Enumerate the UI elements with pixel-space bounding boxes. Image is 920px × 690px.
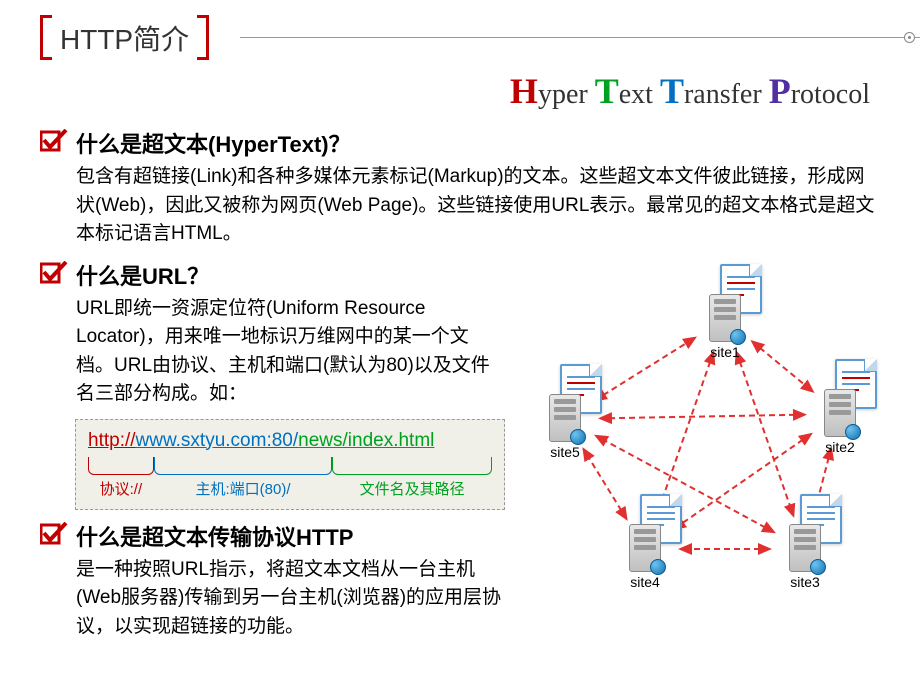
url-label-path: 文件名及其路径 — [332, 457, 492, 499]
checkbox-icon — [40, 261, 68, 285]
globe-icon — [730, 329, 746, 345]
site-node: site5 — [530, 394, 600, 460]
globe-icon — [650, 559, 666, 575]
site-label: site3 — [770, 574, 840, 590]
server-icon — [549, 394, 581, 442]
bracket-left — [40, 15, 52, 60]
globe-icon — [845, 424, 861, 440]
section-url: 什么是URL？ URL即统一资源定位符(Uniform Resource Loc… — [40, 259, 505, 409]
http-acronym: Hyper Text Transfer Protocol — [40, 70, 870, 112]
section-http: 什么是超文本传输协议HTTP 是一种按照URL指示，将超文本文档从一台主机(We… — [40, 520, 505, 642]
bracket-right — [197, 15, 209, 60]
acronym-t1: T — [595, 71, 619, 111]
acronym-p: P — [769, 71, 791, 111]
site-node: site4 — [610, 524, 680, 590]
section-text: 是一种按照URL指示，将超文本文档从一台主机(Web服务器)传输到另一台主机(浏… — [76, 556, 505, 642]
network-diagram: site1 site2 site3 site4 site5 — [515, 259, 880, 589]
section-text: 包含有超链接(Link)和各种多媒体元素标记(Markup)的文本。这些超文本文… — [76, 163, 880, 249]
site-node: site1 — [690, 294, 760, 360]
checkbox-icon — [40, 522, 68, 546]
server-icon — [824, 389, 856, 437]
globe-icon — [810, 559, 826, 575]
url-path: news/index.html — [298, 430, 434, 451]
section-text: URL即统一资源定位符(Uniform Resource Locator)，用来… — [76, 295, 505, 409]
acronym-h: H — [510, 71, 538, 111]
site-label: site2 — [805, 439, 875, 455]
site-label: site1 — [690, 344, 760, 360]
site-node: site3 — [770, 524, 840, 590]
site-node: site2 — [805, 389, 875, 455]
url-label-host: 主机:端口(80)/ — [154, 457, 333, 499]
section-title: 什么是超文本传输协议HTTP — [76, 520, 505, 552]
title-bar: HTTP简介 — [40, 15, 880, 65]
site-label: site4 — [610, 574, 680, 590]
checkbox-icon — [40, 129, 68, 153]
section-hypertext: 什么是超文本(HyperText)？ 包含有超链接(Link)和各种多媒体元素标… — [40, 127, 880, 249]
server-icon — [629, 524, 661, 572]
url-example-box: http://www.sxtyu.com:80/news/index.html … — [75, 419, 505, 510]
server-icon — [789, 524, 821, 572]
section-title: 什么是超文本(HyperText)？ — [76, 127, 880, 159]
globe-icon — [570, 429, 586, 445]
url-label-protocol: 协议:// — [88, 457, 154, 499]
site-label: site5 — [530, 444, 600, 460]
acronym-t2: T — [660, 71, 684, 111]
url-protocol: http:// — [88, 430, 136, 451]
title-dot — [904, 32, 915, 43]
url-example: http://www.sxtyu.com:80/news/index.html — [88, 430, 492, 452]
server-icon — [709, 294, 741, 342]
section-title: 什么是URL？ — [76, 259, 505, 291]
title-rule — [240, 37, 920, 38]
page-title: HTTP简介 — [52, 18, 197, 58]
url-host: www.sxtyu.com:80/ — [136, 430, 299, 451]
